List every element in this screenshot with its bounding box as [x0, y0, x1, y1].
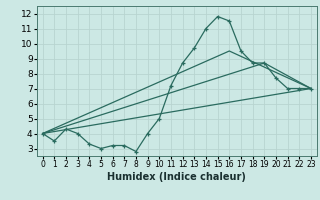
- X-axis label: Humidex (Indice chaleur): Humidex (Indice chaleur): [108, 172, 246, 182]
